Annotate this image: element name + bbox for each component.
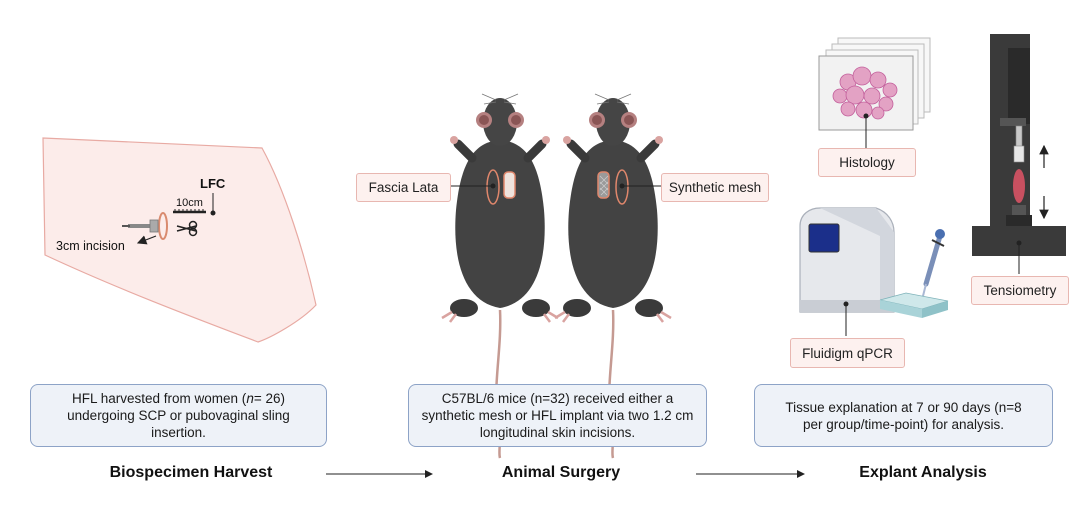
histology-slides-icon: [818, 37, 931, 131]
incision-label: 3cm incision: [56, 239, 125, 253]
lfc-point: [210, 210, 216, 216]
qpcr-machine-icon: [799, 207, 895, 313]
stage-title-analysis: Explant Analysis: [859, 464, 987, 481]
retractor-icon: [122, 219, 159, 233]
qpcr-tag: Fluidigm qPCR: [790, 338, 905, 368]
tensiometer-icon: [972, 34, 1066, 256]
surgery-description: C57BL/6 mice (n=32) received either a sy…: [408, 384, 707, 447]
tissue-sample: [1013, 169, 1025, 203]
lfc-label: LFC: [200, 176, 226, 191]
fascia-implant: [503, 171, 516, 199]
stage-title-harvest: Biospecimen Harvest: [109, 464, 273, 481]
thigh-skin: [42, 137, 317, 343]
histology-tag: Histology: [818, 148, 916, 177]
mesh-implant: [597, 171, 610, 199]
pipette-icon: [921, 229, 945, 301]
ruler-icon: [173, 209, 206, 214]
scissors-icon: [176, 220, 198, 237]
analysis-description: Tissue explanation at 7 or 90 days (n=8 …: [754, 384, 1053, 447]
harvest-description: HFL harvested from women (n= 26) undergo…: [30, 384, 327, 447]
well-plate-icon: [879, 292, 949, 318]
tensiometry-tag: Tensiometry: [971, 276, 1069, 305]
fascia-lata-tag: Fascia Lata: [356, 173, 451, 202]
incision-mark: [158, 212, 168, 240]
ruler-label: 10cm: [176, 197, 203, 209]
stage-title-surgery: Animal Surgery: [501, 464, 621, 481]
synthetic-mesh-tag: Synthetic mesh: [661, 173, 769, 202]
